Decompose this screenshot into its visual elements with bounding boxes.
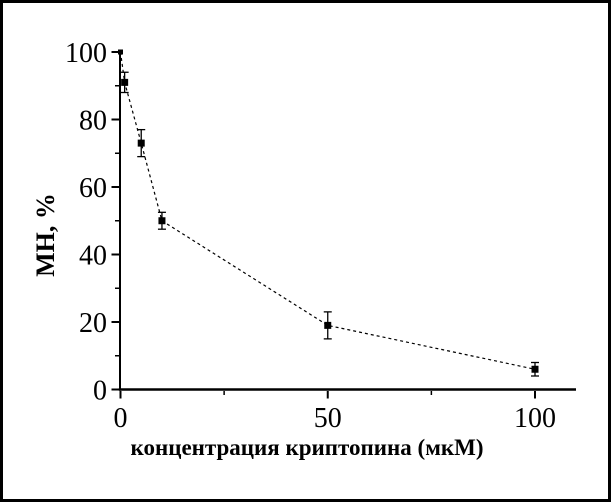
data-point-marker <box>158 217 166 225</box>
y-tick-label: 100 <box>65 38 107 69</box>
y-tick-label: 0 <box>93 376 107 407</box>
y-tick-label: 20 <box>79 308 107 339</box>
y-tick-label: 60 <box>79 173 107 204</box>
y-tick-label: 40 <box>79 241 107 272</box>
data-point-marker <box>531 365 539 373</box>
y-axis-title: МН, % <box>31 193 60 277</box>
x-tick-label: 100 <box>514 403 556 434</box>
data-line <box>119 51 536 370</box>
data-point-marker <box>118 49 123 55</box>
x-tick-label: 50 <box>314 403 342 434</box>
x-axis-title: концентрация криптопина (мкМ) <box>131 435 484 460</box>
data-point-marker <box>324 321 332 329</box>
data-point-marker <box>121 78 129 86</box>
data-point-marker <box>137 139 145 147</box>
x-tick-label: 0 <box>114 403 128 434</box>
y-tick-label: 80 <box>79 106 107 137</box>
